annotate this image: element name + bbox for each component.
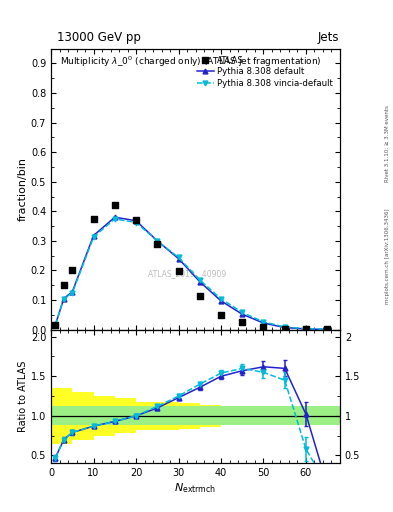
ATLAS xyxy=(90,215,97,223)
Pythia 8.308 default xyxy=(53,322,58,328)
Pythia 8.308 default xyxy=(61,295,66,302)
Pythia 8.308 vincia-default xyxy=(134,220,138,226)
Pythia 8.308 vincia-default xyxy=(261,319,266,325)
X-axis label: $N_\mathrm{extrm{ch}}$: $N_\mathrm{extrm{ch}}$ xyxy=(174,481,217,495)
ATLAS xyxy=(133,216,139,224)
ATLAS xyxy=(154,240,160,248)
Pythia 8.308 vincia-default xyxy=(61,295,66,302)
Pythia 8.308 default xyxy=(112,214,117,220)
Y-axis label: fraction/bin: fraction/bin xyxy=(18,157,28,221)
Line: Pythia 8.308 default: Pythia 8.308 default xyxy=(53,215,330,332)
Pythia 8.308 vincia-default xyxy=(325,326,330,332)
Text: 13000 GeV pp: 13000 GeV pp xyxy=(57,31,141,44)
Text: Rivet 3.1.10; ≥ 3.3M events: Rivet 3.1.10; ≥ 3.3M events xyxy=(385,105,390,182)
Pythia 8.308 vincia-default xyxy=(112,216,117,222)
Pythia 8.308 vincia-default xyxy=(155,238,160,244)
ATLAS xyxy=(218,311,224,319)
Pythia 8.308 default xyxy=(134,218,138,224)
Pythia 8.308 vincia-default xyxy=(70,290,75,296)
Pythia 8.308 default xyxy=(261,320,266,326)
Pythia 8.308 vincia-default xyxy=(197,277,202,283)
Pythia 8.308 default xyxy=(176,255,181,262)
Pythia 8.308 vincia-default xyxy=(219,296,223,302)
Text: ATLAS_2019   40909: ATLAS_2019 40909 xyxy=(148,269,226,278)
ATLAS xyxy=(281,325,288,333)
Pythia 8.308 vincia-default xyxy=(91,234,96,240)
Pythia 8.308 default xyxy=(197,279,202,285)
Line: Pythia 8.308 vincia-default: Pythia 8.308 vincia-default xyxy=(53,217,330,332)
Pythia 8.308 vincia-default xyxy=(282,324,287,330)
ATLAS xyxy=(69,266,75,274)
Pythia 8.308 default xyxy=(91,232,96,239)
ATLAS xyxy=(196,292,203,300)
Pythia 8.308 default xyxy=(155,238,160,244)
Pythia 8.308 default xyxy=(240,311,244,317)
Pythia 8.308 default xyxy=(219,298,223,304)
ATLAS xyxy=(260,323,266,331)
Legend: ATLAS, Pythia 8.308 default, Pythia 8.308 vincia-default: ATLAS, Pythia 8.308 default, Pythia 8.30… xyxy=(194,53,336,90)
ATLAS xyxy=(52,321,59,329)
ATLAS xyxy=(303,325,309,333)
Pythia 8.308 vincia-default xyxy=(176,254,181,261)
Text: Jets: Jets xyxy=(317,31,339,44)
ATLAS xyxy=(61,281,67,289)
Pythia 8.308 default xyxy=(282,325,287,331)
Pythia 8.308 vincia-default xyxy=(53,322,58,328)
Pythia 8.308 vincia-default xyxy=(304,326,309,332)
Pythia 8.308 default xyxy=(70,289,75,295)
Text: mcplots.cern.ch [arXiv:1306.3436]: mcplots.cern.ch [arXiv:1306.3436] xyxy=(385,208,390,304)
Pythia 8.308 default xyxy=(325,326,330,332)
ATLAS xyxy=(112,201,118,209)
Pythia 8.308 vincia-default xyxy=(240,309,244,315)
Text: Multiplicity $\lambda\_0^0$ (charged only) (ATLAS jet fragmentation): Multiplicity $\lambda\_0^0$ (charged onl… xyxy=(60,54,321,69)
ATLAS xyxy=(239,318,245,326)
Pythia 8.308 default xyxy=(304,326,309,332)
ATLAS xyxy=(175,267,182,275)
ATLAS xyxy=(324,325,331,333)
Y-axis label: Ratio to ATLAS: Ratio to ATLAS xyxy=(18,361,28,432)
